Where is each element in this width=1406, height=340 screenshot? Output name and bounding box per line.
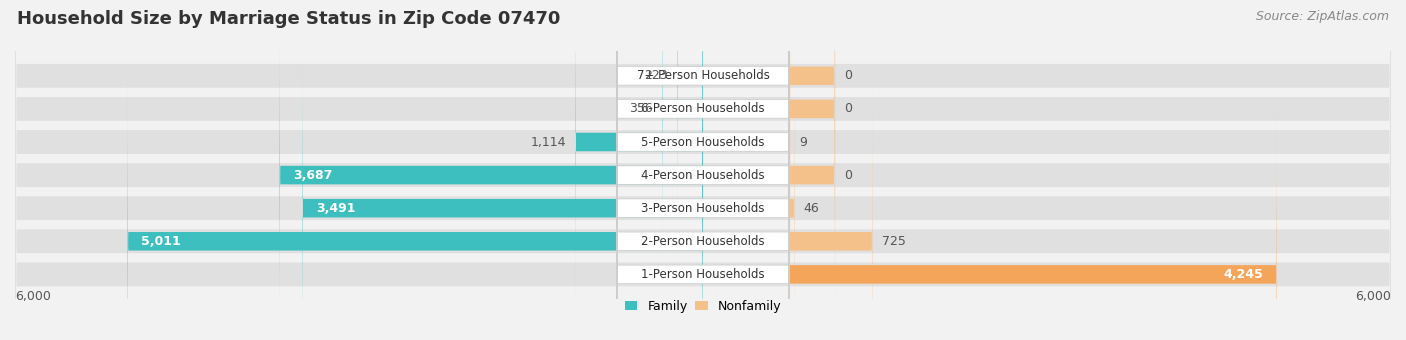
Text: 1,114: 1,114 — [530, 136, 565, 149]
Text: 5,011: 5,011 — [142, 235, 181, 248]
FancyBboxPatch shape — [617, 19, 789, 340]
FancyBboxPatch shape — [128, 52, 703, 340]
Text: 725: 725 — [882, 235, 905, 248]
Text: 0: 0 — [844, 169, 852, 182]
FancyBboxPatch shape — [15, 0, 1391, 340]
FancyBboxPatch shape — [15, 0, 1391, 340]
FancyBboxPatch shape — [617, 0, 789, 340]
Text: 1-Person Households: 1-Person Households — [641, 268, 765, 281]
Text: 0: 0 — [844, 69, 852, 82]
FancyBboxPatch shape — [15, 0, 1391, 340]
FancyBboxPatch shape — [789, 52, 872, 340]
Text: 6,000: 6,000 — [1355, 290, 1391, 303]
Text: 2-Person Households: 2-Person Households — [641, 235, 765, 248]
Text: 7+ Person Households: 7+ Person Households — [637, 69, 769, 82]
FancyBboxPatch shape — [575, 0, 703, 331]
Text: 5-Person Households: 5-Person Households — [641, 136, 765, 149]
Text: 4-Person Households: 4-Person Households — [641, 169, 765, 182]
FancyBboxPatch shape — [302, 19, 703, 340]
Text: 6,000: 6,000 — [15, 290, 51, 303]
FancyBboxPatch shape — [15, 0, 1391, 340]
Text: 223: 223 — [644, 69, 668, 82]
FancyBboxPatch shape — [617, 0, 789, 298]
Text: 9: 9 — [800, 136, 807, 149]
Text: 46: 46 — [804, 202, 820, 215]
FancyBboxPatch shape — [617, 0, 789, 331]
Text: 4,245: 4,245 — [1223, 268, 1263, 281]
Text: 0: 0 — [844, 102, 852, 115]
FancyBboxPatch shape — [789, 0, 835, 265]
FancyBboxPatch shape — [789, 85, 1277, 340]
FancyBboxPatch shape — [789, 0, 835, 340]
FancyBboxPatch shape — [662, 0, 703, 298]
FancyBboxPatch shape — [617, 52, 789, 340]
FancyBboxPatch shape — [15, 0, 1391, 340]
Text: 3,687: 3,687 — [294, 169, 333, 182]
Text: 3,491: 3,491 — [316, 202, 356, 215]
Text: 3-Person Households: 3-Person Households — [641, 202, 765, 215]
Text: Household Size by Marriage Status in Zip Code 07470: Household Size by Marriage Status in Zip… — [17, 10, 560, 28]
FancyBboxPatch shape — [617, 85, 789, 340]
FancyBboxPatch shape — [15, 0, 1391, 340]
FancyBboxPatch shape — [678, 0, 703, 265]
FancyBboxPatch shape — [617, 0, 789, 265]
Text: 356: 356 — [630, 102, 652, 115]
Text: 6-Person Households: 6-Person Households — [641, 102, 765, 115]
FancyBboxPatch shape — [789, 19, 794, 340]
Text: Source: ZipAtlas.com: Source: ZipAtlas.com — [1256, 10, 1389, 23]
FancyBboxPatch shape — [280, 0, 703, 340]
FancyBboxPatch shape — [15, 0, 1391, 340]
FancyBboxPatch shape — [789, 0, 835, 298]
Legend: Family, Nonfamily: Family, Nonfamily — [624, 300, 782, 313]
